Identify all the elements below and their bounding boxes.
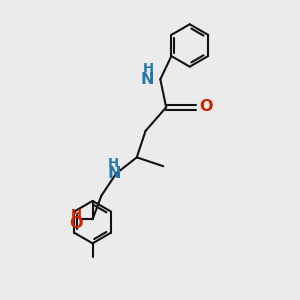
Text: H: H (108, 157, 119, 170)
Text: H: H (71, 208, 82, 221)
Text: N: N (107, 166, 121, 181)
Text: O: O (70, 216, 83, 231)
Text: H: H (143, 61, 154, 75)
Text: O: O (200, 99, 213, 114)
Text: N: N (140, 72, 154, 87)
